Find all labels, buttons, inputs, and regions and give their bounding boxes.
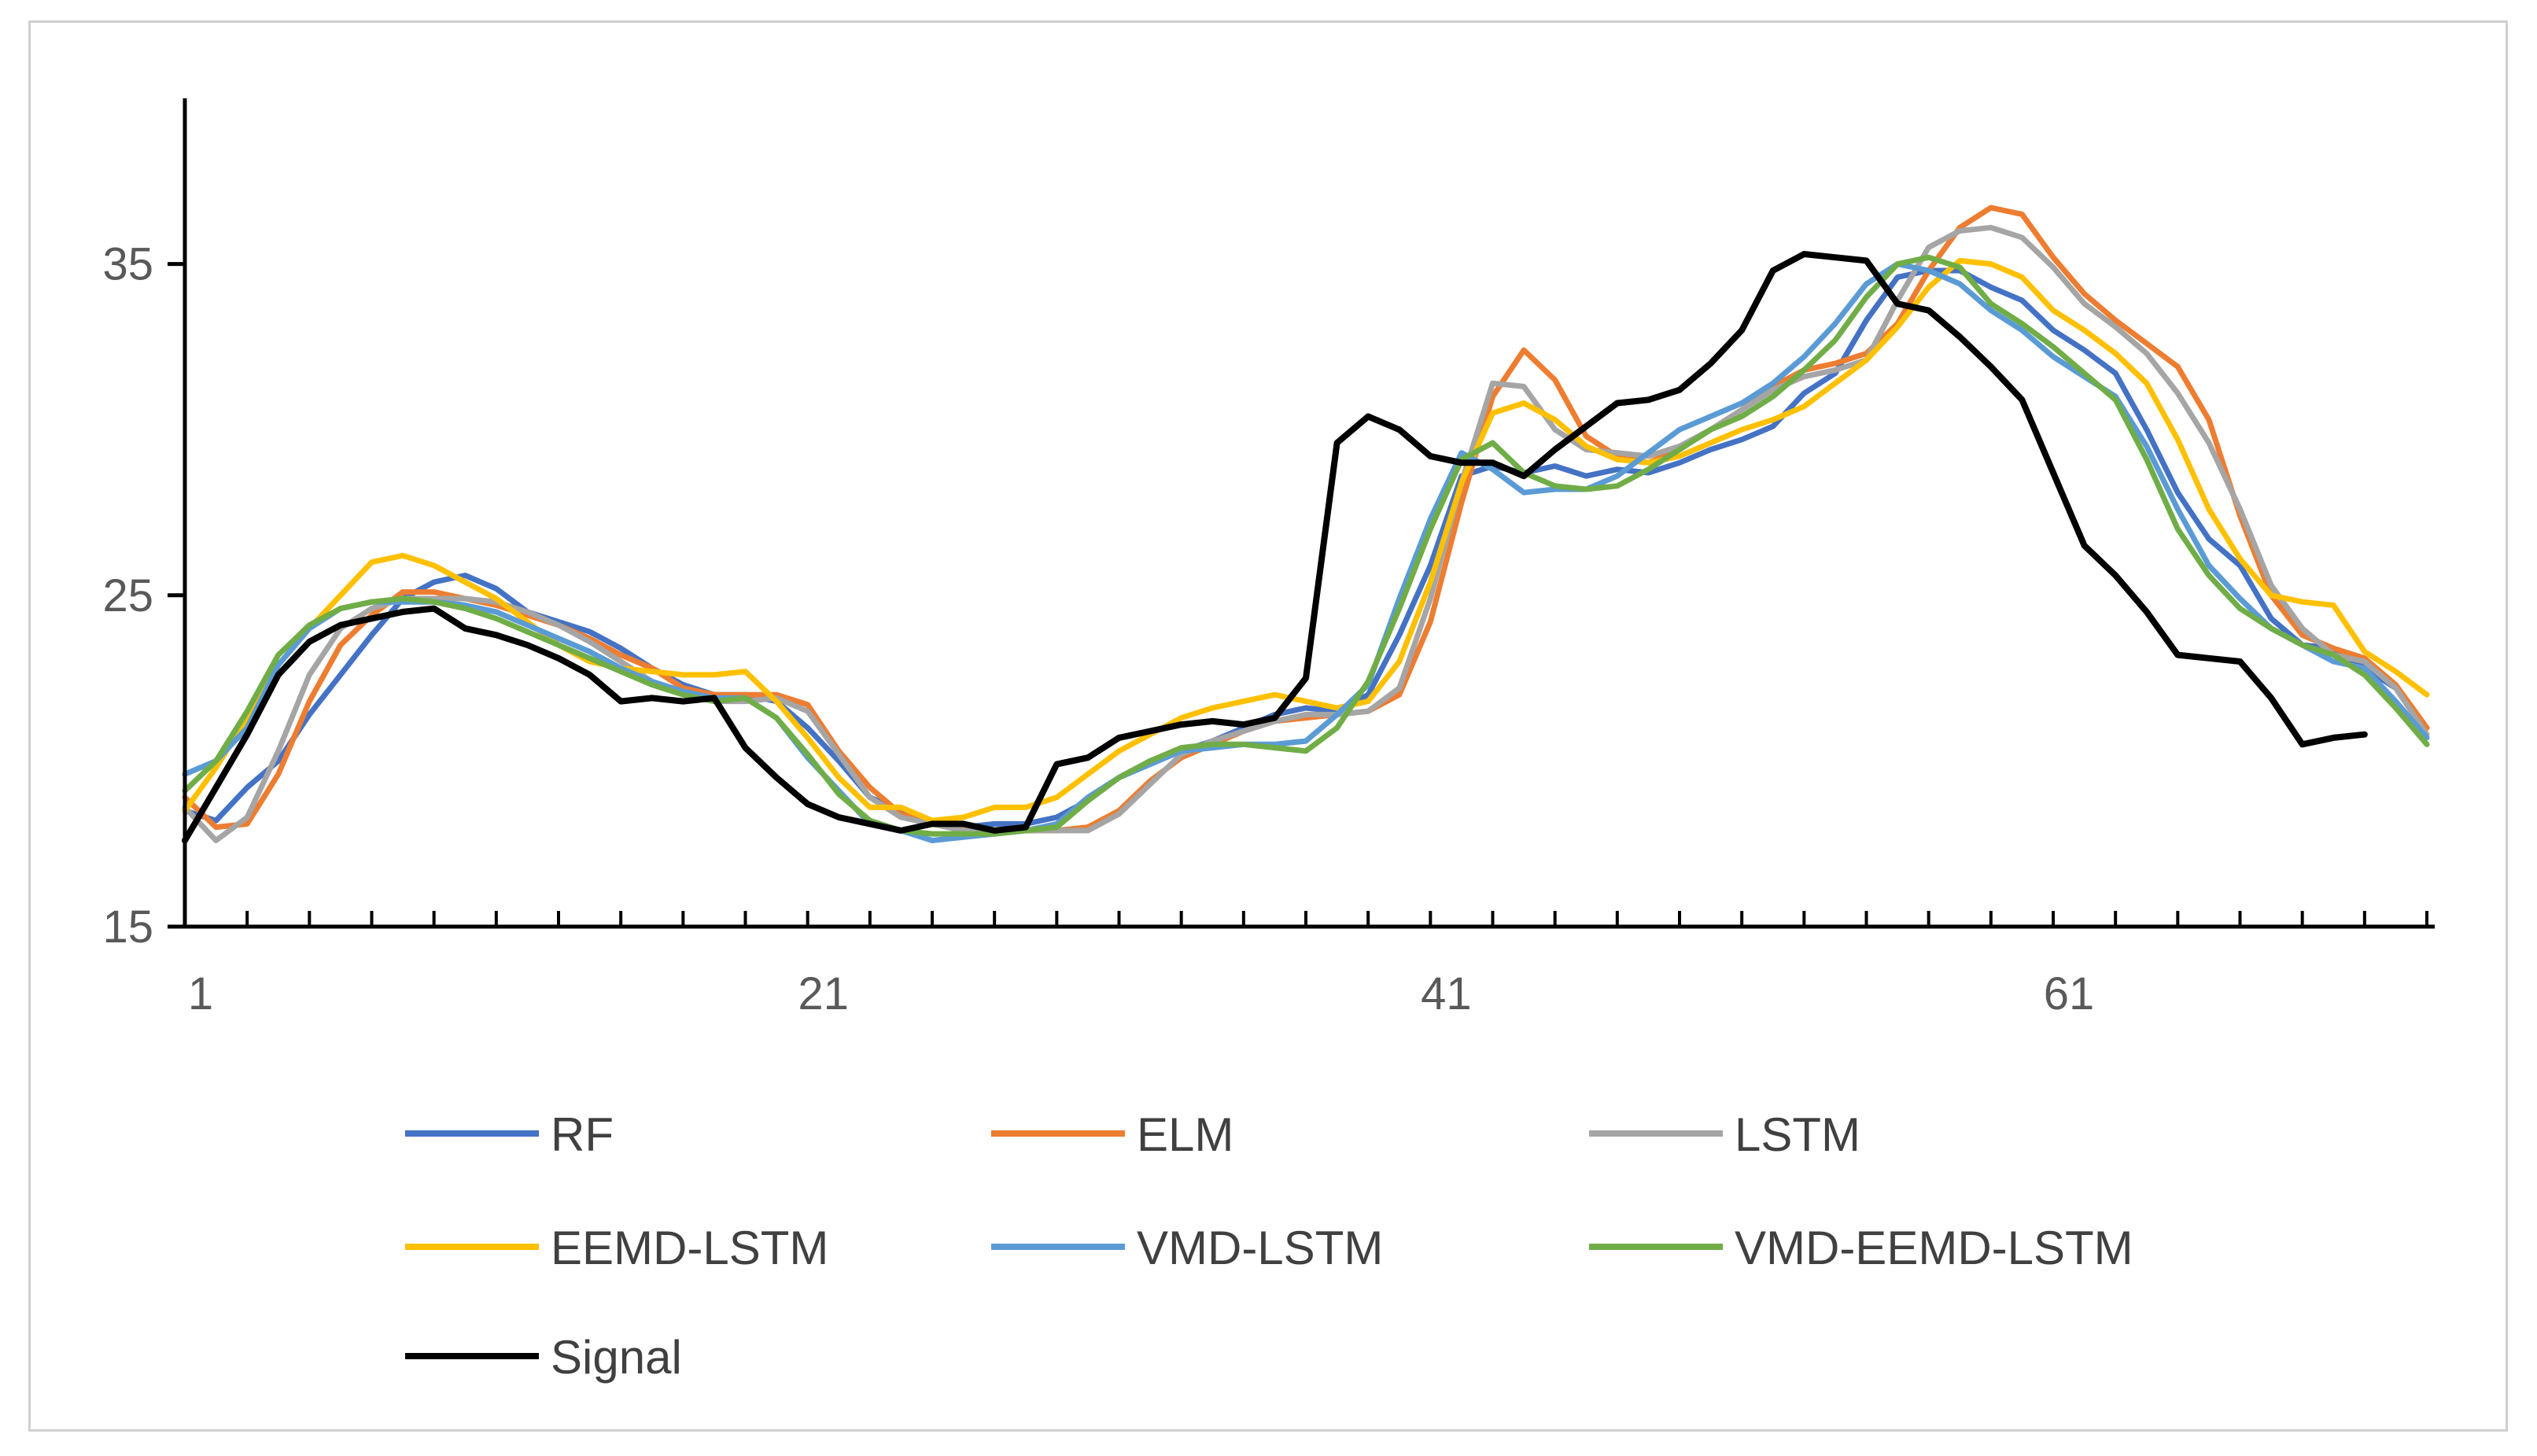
- series-line-vmd-lstm: [182, 261, 2430, 843]
- series-line-vmd-eemd-lstm: [182, 254, 2430, 837]
- series-line-rf: [182, 267, 2430, 831]
- x-tick-label: 41: [1421, 968, 1472, 1019]
- legend-label-lstm: LSTM: [1735, 1108, 1860, 1161]
- x-tick-label: 21: [798, 968, 849, 1019]
- y-tick-label: 25: [102, 570, 153, 621]
- legend-label-elm: ELM: [1137, 1108, 1233, 1161]
- y-tick-label: 15: [102, 901, 153, 953]
- legend-label-eemd-lstm: EEMD-LSTM: [551, 1222, 828, 1274]
- series-line-lstm: [182, 224, 2430, 843]
- legend-label-rf: RF: [551, 1108, 614, 1161]
- x-tick-label: 61: [2044, 968, 2095, 1019]
- series-line-signal: [182, 251, 2368, 844]
- series-line-eemd-lstm: [182, 257, 2430, 824]
- x-tick-label: 1: [188, 968, 213, 1019]
- legend-label-signal: Signal: [551, 1331, 682, 1384]
- y-tick-label: 35: [102, 239, 153, 290]
- legend-label-vmd-lstm: VMD-LSTM: [1137, 1222, 1383, 1274]
- legend-label-vmd-eemd-lstm: VMD-EEMD-LSTM: [1735, 1222, 2133, 1274]
- series-line-elm: [182, 205, 2430, 834]
